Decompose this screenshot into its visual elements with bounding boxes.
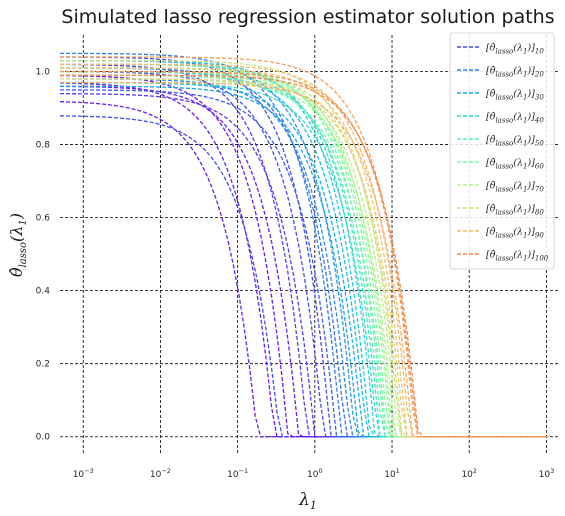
legend-label: [θ̂lasso(λ1)]70	[486, 181, 544, 194]
x-axis-label: λ1	[298, 490, 317, 512]
solution-path-line	[59, 85, 549, 438]
solution-paths	[59, 52, 549, 438]
x-tick-label: 103	[539, 467, 555, 480]
y-tick-label: 0.0	[36, 433, 51, 443]
chart-title: Simulated lasso regression estimator sol…	[61, 6, 554, 28]
x-tick-label: 100	[307, 467, 323, 480]
legend-label: [θ̂lasso(λ1)]20	[486, 66, 544, 79]
legend-label: [θ̂lasso(λ1)]60	[486, 158, 544, 171]
y-tick-label: 1.0	[36, 68, 51, 78]
legend-label: [θ̂lasso(λ1)]50	[486, 135, 544, 148]
x-tick-label: 10−2	[150, 467, 171, 480]
y-tick-label: 0.8	[36, 141, 51, 151]
solution-path-line	[60, 78, 549, 438]
solution-path-line	[59, 85, 549, 438]
x-tick-labels: 10−3 10−2 10−1 100 101 102 103	[73, 467, 554, 480]
legend-label: [θ̂lasso(λ1)]90	[486, 227, 544, 240]
series-line-100	[60, 74, 549, 438]
legend-frame	[449, 32, 555, 270]
y-tick-label: 0.6	[36, 214, 51, 224]
x-tick-label: 101	[384, 467, 400, 480]
y-axis-label: θ̂lasso(λ1)	[7, 213, 29, 277]
y-tick-label: 0.2	[36, 360, 50, 370]
legend-label: [θ̂lasso(λ1)]10	[486, 43, 544, 56]
legend-label: [θ̂lasso(λ1)]100	[486, 250, 549, 263]
legend-label: [θ̂lasso(λ1)]80	[486, 204, 544, 217]
y-tick-labels: 0.0 0.2 0.4 0.6 0.8 1.0	[36, 68, 51, 443]
x-tick-label: 10−3	[73, 467, 94, 480]
legend-label: [θ̂lasso(λ1)]30	[486, 89, 544, 102]
legend: [θ̂lasso(λ1)]10 [θ̂lasso(λ1)]20 [θ̂lasso(λ…	[449, 32, 555, 270]
y-tick-label: 0.4	[36, 287, 51, 297]
solution-path-line	[60, 59, 549, 438]
solution-path-line	[60, 67, 549, 438]
x-tick-label: 102	[461, 467, 477, 480]
x-tick-label: 10−1	[227, 467, 248, 480]
legend-label: [θ̂lasso(λ1)]40	[486, 112, 544, 125]
